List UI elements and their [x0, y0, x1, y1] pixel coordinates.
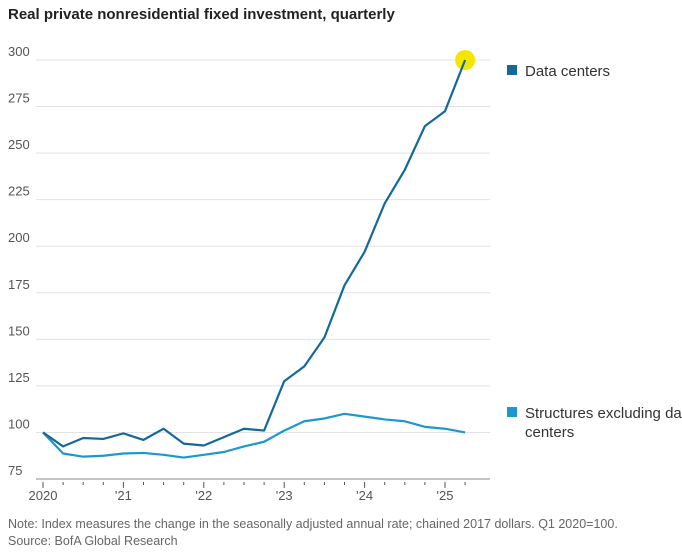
source-text: Source: BofA Global Research — [8, 534, 178, 548]
x-tick-label: '23 — [276, 488, 293, 503]
y-tick-label: 125 — [8, 370, 30, 385]
legend-swatch — [507, 407, 517, 417]
y-tick-label: 300 — [8, 44, 30, 59]
legend-label: Structures excluding data centers — [525, 405, 682, 441]
series-line-data-centers — [42, 59, 467, 448]
chart-title: Real private nonresidential fixed invest… — [8, 6, 395, 23]
legend-item-structures: Structures excluding data centers — [507, 404, 682, 442]
y-tick-label: 175 — [8, 277, 30, 292]
y-tick-label: 100 — [8, 416, 30, 431]
x-tick-label: '22 — [195, 488, 212, 503]
y-tick-label: 250 — [8, 137, 30, 152]
series-line-structures-excluding-data-centers — [42, 412, 466, 459]
footnote: Note: Index measures the change in the s… — [8, 516, 618, 550]
x-tick-label: 2020 — [29, 488, 58, 503]
note-text: Note: Index measures the change in the s… — [8, 517, 618, 531]
y-tick-label: 225 — [8, 184, 30, 199]
legend-label: Data centers — [525, 63, 611, 80]
y-tick-label: 275 — [8, 91, 30, 106]
y-tick-label: 75 — [8, 463, 22, 478]
x-tick-label: '24 — [356, 488, 373, 503]
y-tick-label: 200 — [8, 230, 30, 245]
legend-swatch — [507, 65, 517, 75]
legend-item-data-centers: Data centers — [507, 62, 610, 81]
x-tick-label: '25 — [437, 488, 454, 503]
x-tick-label: '21 — [115, 488, 132, 503]
y-tick-label: 150 — [8, 323, 30, 338]
